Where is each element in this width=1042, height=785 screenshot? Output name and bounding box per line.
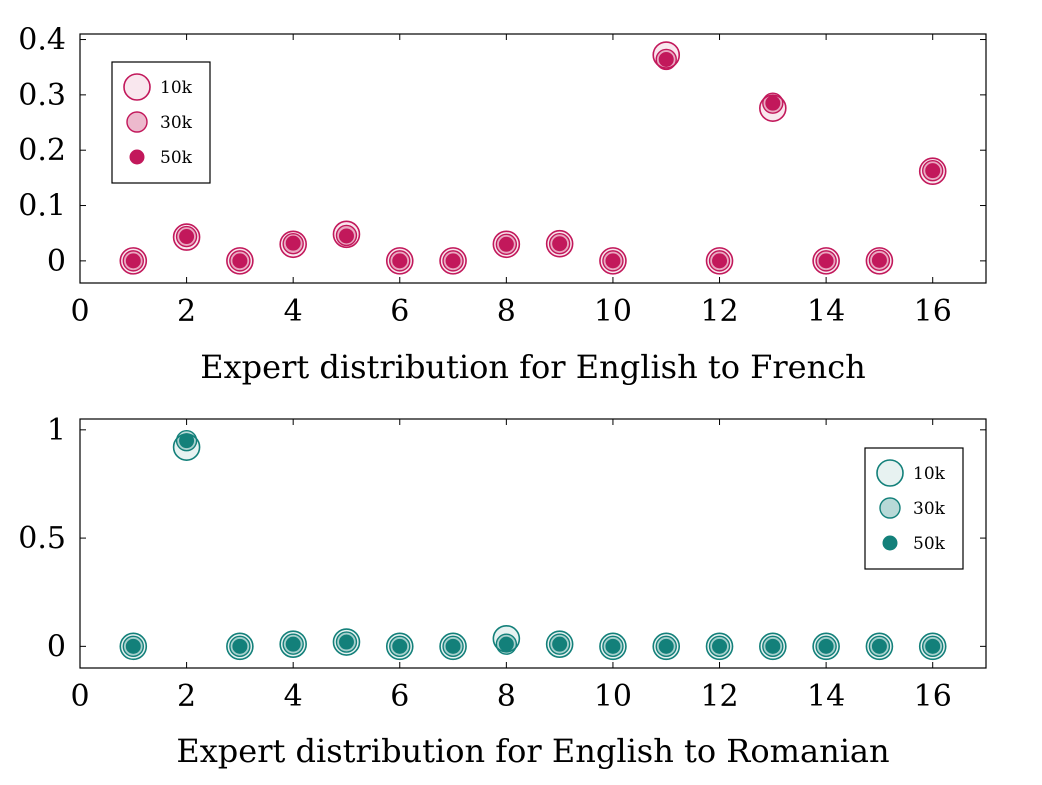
data-point bbox=[765, 638, 781, 654]
data-point bbox=[658, 51, 674, 67]
data-point bbox=[498, 636, 514, 652]
data-point bbox=[445, 638, 461, 654]
x-axis-title: Expert distribution for English to Frenc… bbox=[200, 348, 866, 386]
y-tick-label: 1 bbox=[47, 413, 66, 448]
data-point bbox=[125, 253, 141, 269]
y-tick-label: 0.5 bbox=[18, 521, 66, 556]
data-point bbox=[392, 638, 408, 654]
y-tick-label: 0.3 bbox=[18, 78, 66, 113]
x-tick-label: 14 bbox=[807, 294, 845, 329]
data-point bbox=[179, 229, 195, 245]
legend-label: 30k bbox=[160, 113, 193, 133]
data-point bbox=[552, 636, 568, 652]
legend-label: 10k bbox=[160, 78, 193, 98]
legend: 10k 30k 50k bbox=[864, 447, 964, 570]
data-point bbox=[338, 228, 354, 244]
data-point bbox=[179, 433, 195, 449]
data-point bbox=[925, 163, 941, 179]
plot-frame bbox=[79, 418, 987, 669]
x-axis-title: Expert distribution for English to Roman… bbox=[176, 732, 889, 770]
data-point bbox=[765, 95, 781, 111]
x-tick-label: 8 bbox=[497, 294, 516, 329]
data-point bbox=[818, 253, 834, 269]
legend: 10k 30k 50k bbox=[111, 61, 211, 184]
x-tick-label: 6 bbox=[390, 294, 409, 329]
legend-marker-10k bbox=[876, 459, 904, 487]
x-tick-label: 0 bbox=[70, 294, 89, 329]
legend-marker-50k bbox=[129, 149, 145, 165]
x-tick-label: 12 bbox=[700, 294, 738, 329]
data-point bbox=[338, 634, 354, 650]
data-point bbox=[392, 253, 408, 269]
series-30k bbox=[122, 429, 944, 658]
data-point bbox=[285, 235, 301, 251]
data-point bbox=[925, 638, 941, 654]
chart-panel-2: 0 2 4 6 8 10 12 14 16 0 0.5 1 Expert distribution fo… bbox=[18, 413, 987, 770]
data-point bbox=[232, 253, 248, 269]
legend-marker-30k bbox=[879, 497, 901, 519]
data-point bbox=[871, 638, 887, 654]
plot-frame bbox=[79, 33, 987, 284]
data-point bbox=[712, 253, 728, 269]
y-tick-label: 0.1 bbox=[18, 189, 66, 224]
legend-box bbox=[864, 447, 964, 570]
data-point bbox=[605, 253, 621, 269]
series-30k bbox=[122, 48, 944, 272]
x-tick-label: 10 bbox=[594, 294, 632, 329]
data-point bbox=[552, 236, 568, 252]
data-point bbox=[232, 638, 248, 654]
legend-label: 50k bbox=[913, 534, 946, 554]
legend-marker-30k bbox=[126, 111, 148, 133]
x-tick-label: 0 bbox=[70, 679, 89, 714]
x-tick-label: 4 bbox=[284, 679, 303, 714]
x-tick-label: 8 bbox=[497, 679, 516, 714]
x-tick-label: 16 bbox=[914, 294, 952, 329]
data-point bbox=[125, 638, 141, 654]
series-50k bbox=[125, 51, 941, 269]
x-tick-label: 14 bbox=[807, 679, 845, 714]
y-tick-label: 0.2 bbox=[18, 133, 66, 168]
data-point bbox=[498, 236, 514, 252]
data-point bbox=[658, 638, 674, 654]
y-tick-label: 0 bbox=[47, 629, 66, 664]
series-10k bbox=[119, 41, 947, 275]
series-50k bbox=[125, 433, 941, 654]
x-tick-label: 4 bbox=[284, 294, 303, 329]
x-tick-label: 2 bbox=[177, 679, 196, 714]
legend-marker-50k bbox=[882, 535, 898, 551]
data-point bbox=[818, 638, 834, 654]
y-tick-label: 0.4 bbox=[18, 23, 66, 58]
data-point bbox=[712, 638, 728, 654]
legend-label: 10k bbox=[913, 464, 946, 484]
legend-box bbox=[111, 61, 211, 184]
y-tick-label: 0 bbox=[47, 244, 66, 279]
chart-panel-1: 0 2 4 6 8 10 12 14 16 0 0.1 0.2 0.3 0.4 Expert distrib… bbox=[18, 23, 987, 386]
x-tick-label: 16 bbox=[914, 679, 952, 714]
x-tick-label: 12 bbox=[700, 679, 738, 714]
data-point bbox=[285, 636, 301, 652]
x-tick-label: 2 bbox=[177, 294, 196, 329]
legend-label: 30k bbox=[913, 499, 946, 519]
legend-marker-10k bbox=[123, 73, 151, 101]
legend-label: 50k bbox=[160, 148, 193, 168]
x-tick-label: 6 bbox=[390, 679, 409, 714]
series-10k bbox=[119, 433, 947, 661]
data-point bbox=[605, 638, 621, 654]
data-point bbox=[871, 252, 887, 268]
x-tick-label: 10 bbox=[594, 679, 632, 714]
data-point bbox=[445, 253, 461, 269]
